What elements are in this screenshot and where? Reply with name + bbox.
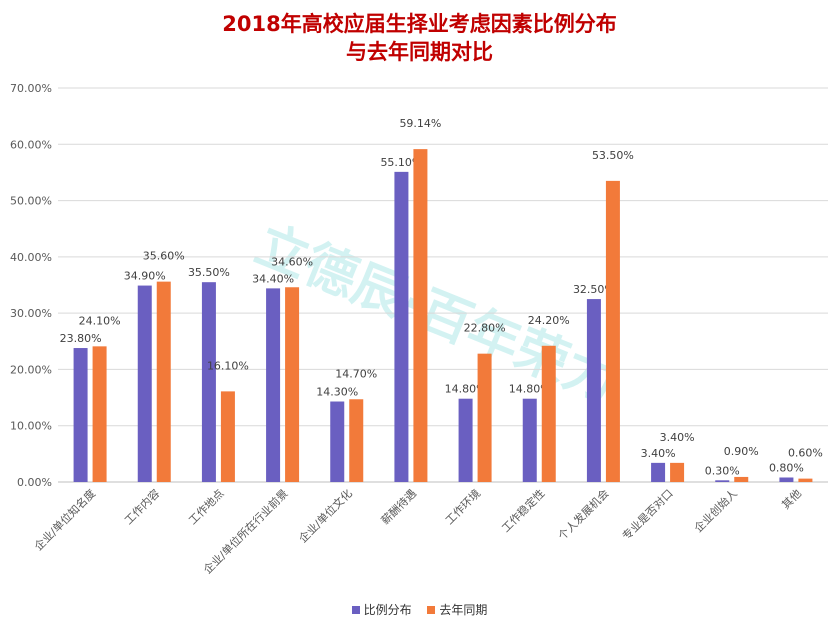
data-label-series-1: 32.50% [573,283,615,296]
bar-series-2 [541,345,556,482]
data-label-series-1: 23.80% [60,332,102,345]
data-label-series-1: 0.80% [769,461,804,474]
x-tick-label: 企业/单位知名度 [31,486,98,553]
bar-series-1 [522,398,537,482]
data-label-series-1: 35.50% [188,266,230,279]
bar-series-2 [670,462,685,482]
data-label-series-2: 24.20% [528,314,570,327]
x-tick-label: 工作稳定性 [499,486,548,535]
x-tick-label: 工作内容 [121,486,162,527]
bar-series-1 [201,282,216,482]
bar-series-2 [92,346,107,482]
data-label-series-1: 55.10% [380,156,422,169]
y-tick-label: 0.00% [17,476,52,489]
bar-series-2 [798,478,813,482]
bar-series-1 [586,299,601,482]
x-tick-label: 企业/单位文化 [296,486,355,545]
x-tick-label: 工作地点 [186,487,226,527]
x-tick-label: 其他 [779,487,804,512]
bar-series-2 [285,287,300,482]
x-tick-label: 专业是否对口 [619,486,676,543]
x-tick-label: 工作环境 [442,486,483,527]
bar-series-2 [605,180,620,482]
data-label-series-2: 53.50% [592,149,634,162]
y-tick-label: 50.00% [10,195,52,208]
x-tick-label: 企业创始人 [691,486,740,535]
x-tick-label: 薪酬待遇 [378,486,419,527]
data-label-series-2: 0.90% [724,445,759,458]
data-label-series-2: 35.60% [143,250,185,263]
data-label-series-2: 3.40% [660,431,695,444]
bar-series-2 [220,391,235,482]
bar-series-1 [779,477,794,482]
legend-label-series-1: 比例分布 [363,603,412,617]
chart-title-line-1: 2018年高校应届生择业考虑因素比例分布 [222,12,617,36]
data-label-series-1: 14.30% [316,386,358,399]
bar-series-1 [73,348,88,482]
legend-item-series-2: 去年同期 [427,601,487,618]
y-tick-label: 70.00% [10,82,52,95]
bar-series-2 [156,281,171,482]
data-label-series-2: 59.14% [399,117,441,130]
bar-series-2 [349,399,364,482]
y-tick-label: 40.00% [10,251,52,264]
legend-item-series-1: 比例分布 [351,601,412,618]
bar-series-1 [330,401,345,482]
legend-label-series-2: 去年同期 [439,603,488,617]
data-label-series-1: 14.80% [509,383,551,396]
x-tick-label: 个人发展机会 [555,486,612,543]
bar-series-1 [651,462,666,482]
bar-series-1 [394,171,409,482]
data-label-series-2: 34.60% [271,255,313,268]
data-label-series-1: 14.80% [445,383,487,396]
chart-title-line-2: 与去年同期对比 [346,40,493,64]
data-label-series-2: 24.10% [79,314,121,327]
legend-swatch-series-2 [427,605,436,614]
bar-series-2 [734,476,749,482]
data-label-series-1: 34.40% [252,272,294,285]
bar-series-1 [715,480,730,482]
bar-series-1 [458,398,473,482]
data-label-series-1: 3.40% [641,447,676,460]
data-label-series-2: 0.60% [788,447,823,460]
data-label-series-1: 0.30% [705,464,740,477]
y-tick-label: 30.00% [10,307,52,320]
data-label-series-2: 14.70% [335,367,377,380]
data-label-series-2: 16.10% [207,359,249,372]
y-tick-label: 10.00% [10,420,52,433]
bar-series-1 [137,285,152,482]
data-label-series-2: 22.80% [464,322,506,335]
bar-series-1 [266,288,281,482]
bar-series-2 [477,353,492,482]
y-tick-label: 60.00% [10,138,52,151]
data-label-series-1: 34.90% [124,270,166,283]
legend: 比例分布 去年同期 [0,601,839,618]
y-tick-label: 20.00% [10,363,52,376]
bar-series-2 [413,149,428,482]
legend-swatch-series-1 [351,605,360,614]
